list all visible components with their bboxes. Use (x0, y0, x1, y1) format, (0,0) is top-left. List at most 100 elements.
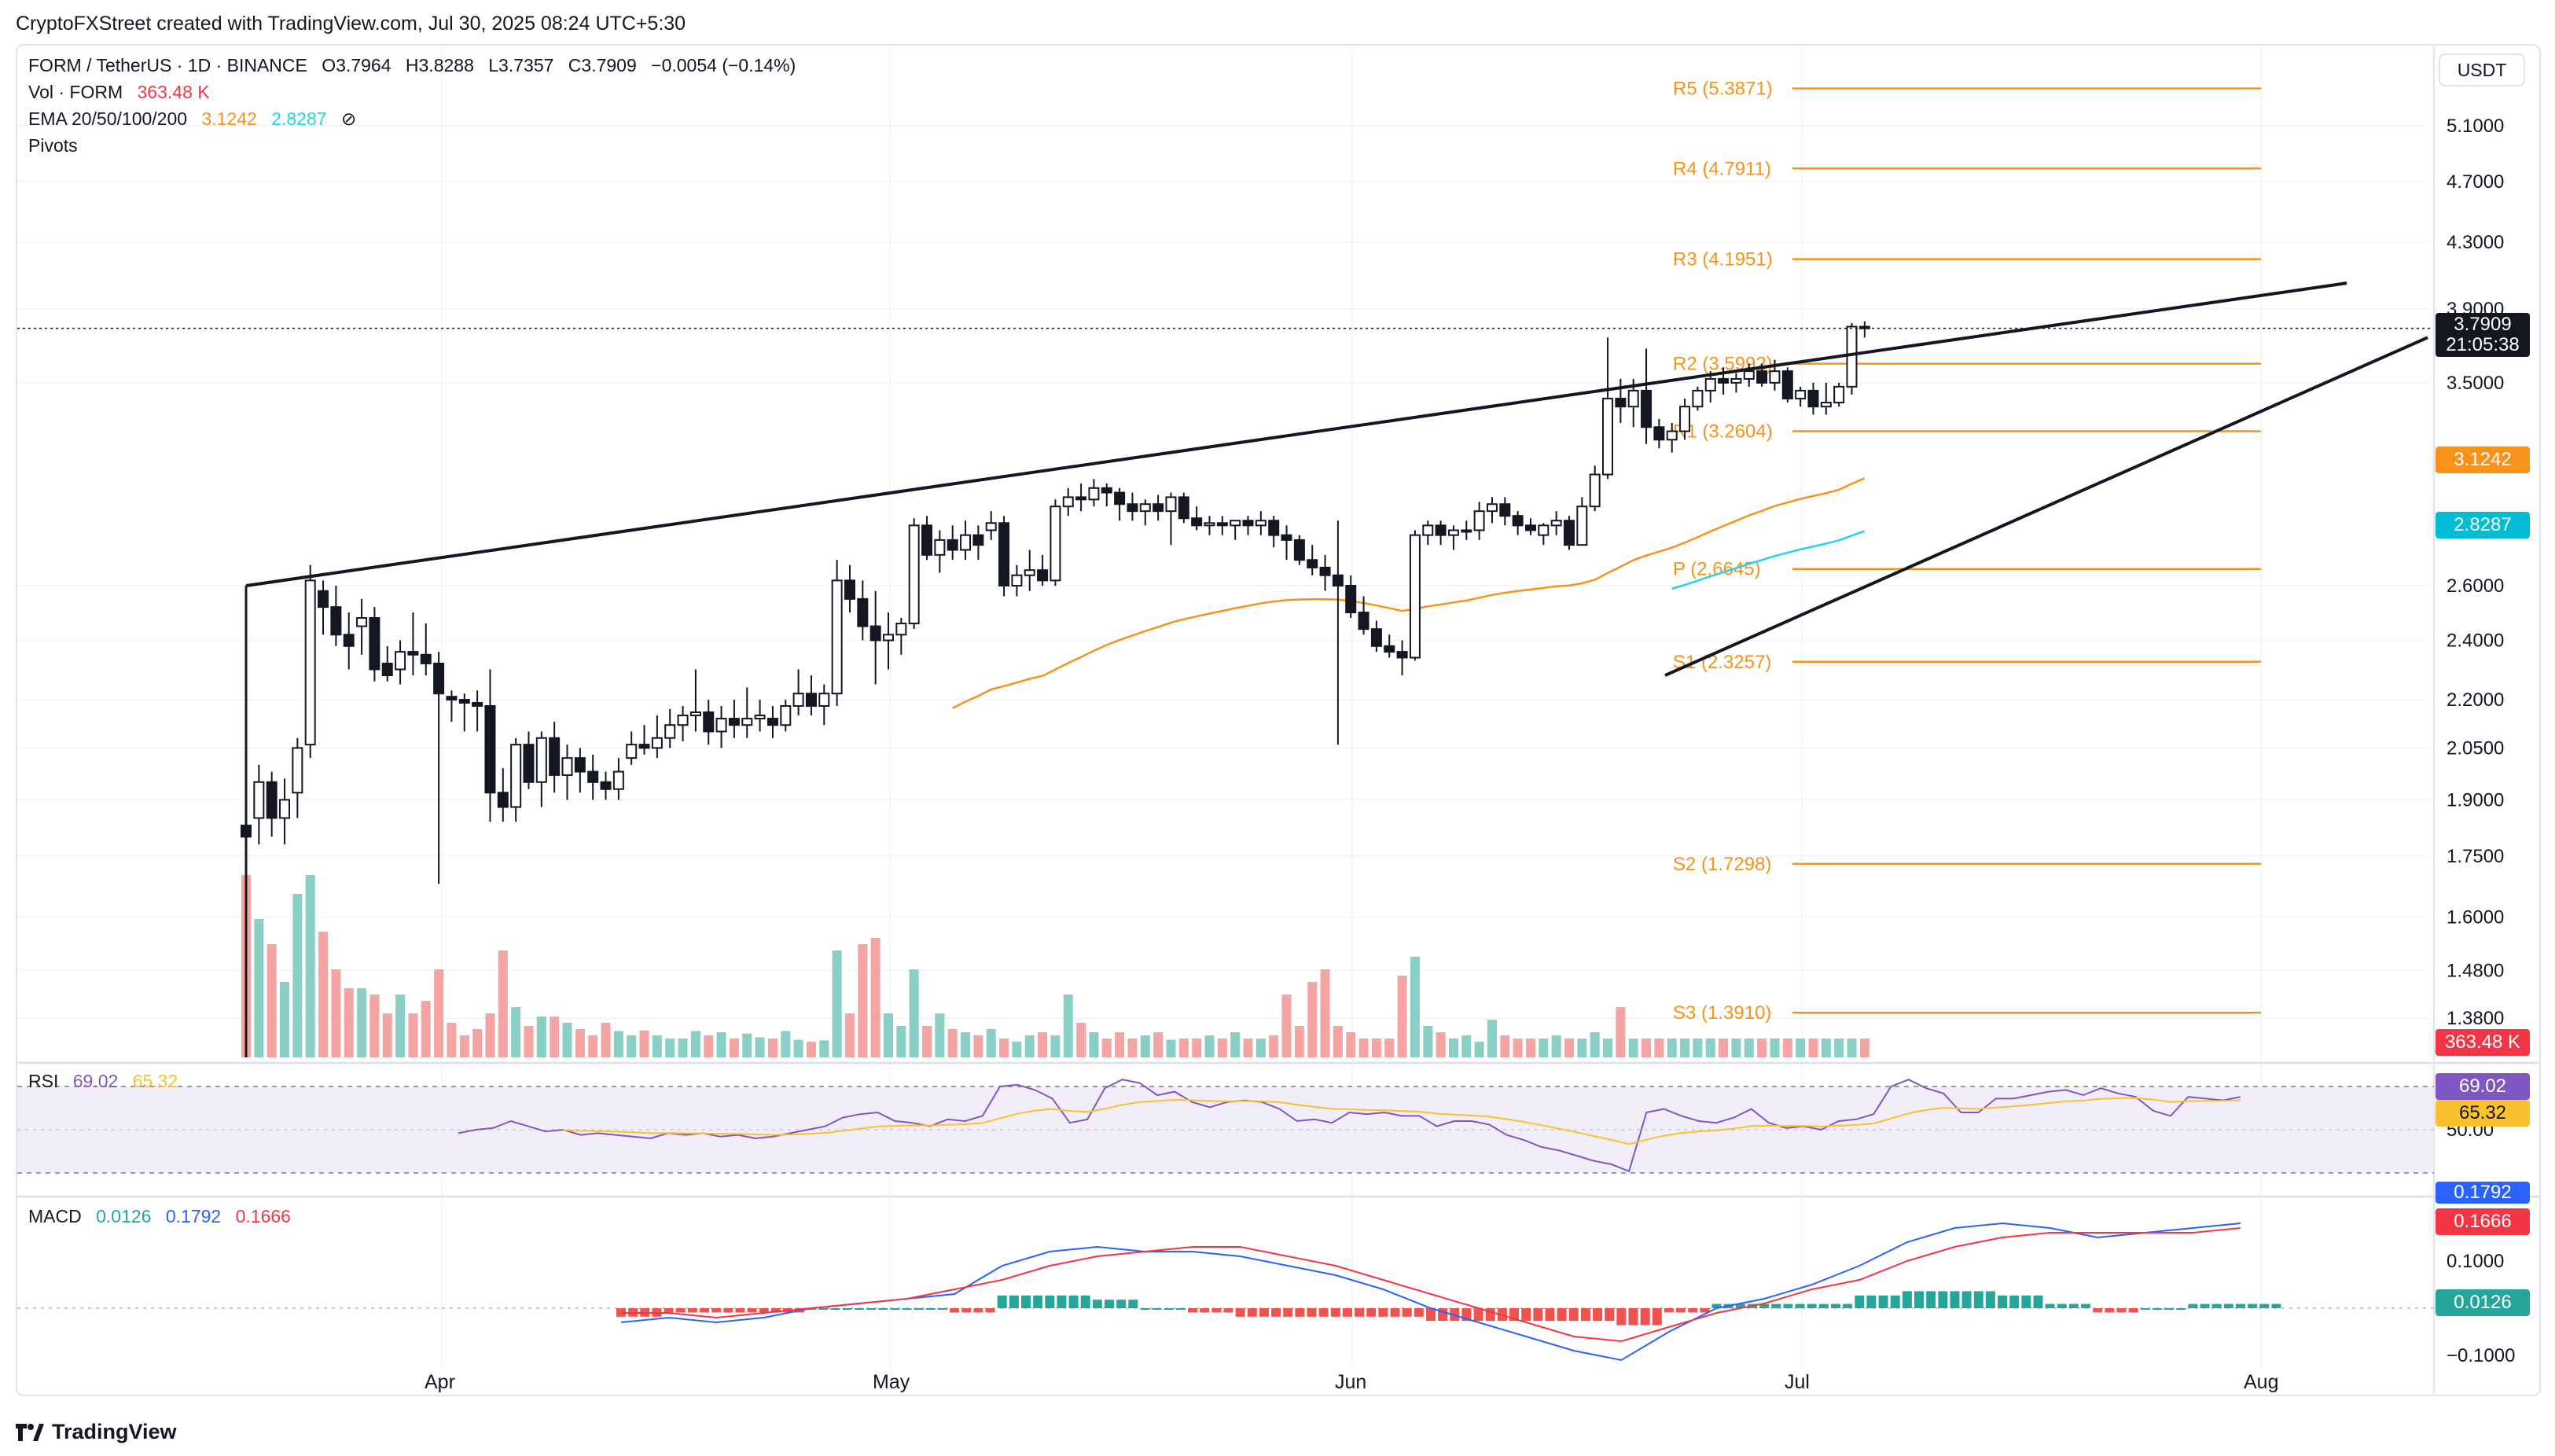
candle-body (343, 634, 355, 647)
macd-histogram-bar (1533, 1308, 1543, 1322)
macd-histogram-bar (1378, 1308, 1388, 1317)
candle-body (1769, 370, 1781, 384)
candle-body (1242, 520, 1254, 527)
volume-bar (1859, 1039, 1869, 1057)
symbol-legend[interactable]: FORM / TetherUS · 1D · BINANCE O3.7964 H… (28, 55, 805, 76)
candle-body (433, 662, 445, 695)
volume-bar (575, 1029, 585, 1057)
macd-histogram-bar (1223, 1308, 1233, 1313)
volume-bar (1346, 1032, 1356, 1057)
candle-body (1807, 389, 1819, 408)
pivots-legend[interactable]: Pivots (28, 135, 87, 156)
macd-signal-line (621, 1227, 2241, 1343)
ema-label: EMA 20/50/100/200 (28, 108, 188, 129)
candle-body (985, 522, 997, 531)
volume-bar (973, 1035, 983, 1057)
candle-body (292, 747, 303, 794)
volume-tag: 363.48 K (2436, 1029, 2530, 1056)
macd-histogram-bar (1473, 1308, 1483, 1322)
candle-body (1473, 510, 1485, 531)
volume-bar (447, 1023, 457, 1057)
price-axis-label: 2.0500 (2447, 737, 2504, 759)
candle-body (1281, 534, 1292, 541)
candle-body (1499, 503, 1511, 517)
tradingview-logo[interactable]: TradingView (16, 1420, 177, 1444)
volume-bar (1230, 1032, 1241, 1057)
volume-bar (1012, 1042, 1022, 1057)
open-value: O3.7964 (322, 55, 392, 75)
candle-body (1332, 574, 1344, 586)
volume-bar (1654, 1039, 1664, 1057)
macd-histogram-bar (664, 1308, 674, 1313)
candle-body (1153, 503, 1164, 513)
symbol-label[interactable]: FORM / TetherUS · 1D · BINANCE (28, 55, 307, 75)
rsi-tag: 69.02 (2436, 1073, 2530, 1100)
volume-bar (613, 1031, 623, 1057)
candle-body (587, 770, 599, 783)
macd-histogram-bar (1128, 1300, 1138, 1308)
macd-histogram-bar (2152, 1308, 2162, 1310)
macd-histogram-bar (1235, 1308, 1245, 1317)
support-trendline (1664, 336, 2428, 677)
candle-body (266, 781, 278, 819)
macd-histogram-bar (1140, 1308, 1150, 1310)
volume-bar (1255, 1039, 1266, 1057)
volume-legend[interactable]: Vol · FORM 363.48 K (28, 82, 219, 103)
candle-body (638, 744, 650, 749)
macd-line (620, 1222, 2241, 1362)
volume-bar (1487, 1020, 1497, 1057)
ema-legend[interactable]: EMA 20/50/100/200 3.1242 2.8287 ⊘ (28, 108, 366, 130)
volume-bar (870, 938, 880, 1057)
candle-body (318, 590, 329, 609)
pivot-label: R4 (4.7911) (1673, 158, 1771, 179)
close-value: C3.7909 (568, 55, 637, 75)
macd-histogram-bar (2033, 1295, 2043, 1308)
macd-histogram-bar (1402, 1308, 1412, 1317)
candle-body (1011, 574, 1023, 586)
macd-hist-value: 0.0126 (96, 1206, 152, 1226)
macd-histogram-bar (1843, 1303, 1853, 1308)
candle-body (1615, 397, 1627, 408)
macd-histogram-bar (1998, 1295, 2008, 1308)
candle-body (1653, 426, 1665, 441)
candle-body (934, 539, 946, 556)
candle-body (1692, 389, 1704, 408)
macd-histogram-bar (985, 1308, 995, 1313)
volume-bar (305, 875, 315, 1057)
volume-bar (652, 1035, 662, 1057)
macd-signal-tag: 0.1666 (2436, 1208, 2530, 1235)
volume-bar (1474, 1042, 1484, 1057)
macd-histogram-bar (1973, 1291, 1983, 1308)
currency-selector[interactable]: USDT (2439, 53, 2525, 86)
volume-bar (1564, 1039, 1575, 1057)
volume-label: Vol · FORM (28, 82, 123, 102)
price-axis-label: 4.7000 (2447, 171, 2504, 193)
macd-histogram-bar (973, 1308, 983, 1313)
candle-body (1075, 496, 1087, 501)
volume-bar (1603, 1039, 1613, 1057)
volume-bar (369, 995, 380, 1057)
macd-histogram-bar (1092, 1300, 1102, 1308)
price-axis-label: 1.9000 (2447, 789, 2504, 811)
pivot-label: S2 (1.7298) (1673, 854, 1771, 875)
candle-body (1525, 524, 1536, 531)
low-value: L3.7357 (488, 55, 554, 75)
high-value: H3.8288 (405, 55, 474, 75)
rsi-legend[interactable]: RSI 69.02 65.32 (28, 1071, 187, 1092)
candle-body (972, 534, 984, 546)
macd-histogram-bar (2140, 1308, 2150, 1310)
volume-bar (1834, 1039, 1844, 1057)
candle-body (792, 693, 804, 707)
macd-histogram-bar (1878, 1295, 1888, 1308)
candle-body (1165, 496, 1177, 513)
macd-legend[interactable]: MACD 0.0126 0.1792 0.1666 (28, 1206, 300, 1227)
candle-body (715, 718, 727, 733)
macd-histogram-bar (2176, 1308, 2186, 1310)
candle-body (805, 693, 817, 707)
price-axis-label: 2.4000 (2447, 630, 2504, 651)
macd-histogram-bar (842, 1308, 852, 1310)
candle-body (1384, 645, 1395, 653)
volume-bar (1038, 1032, 1048, 1057)
hide-icon[interactable]: ⊘ (340, 108, 357, 129)
